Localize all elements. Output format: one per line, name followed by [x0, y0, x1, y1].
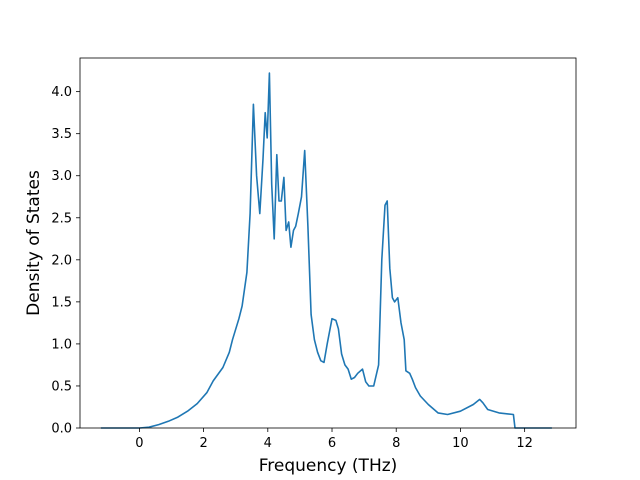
x-axis-label: Frequency (THz) — [259, 456, 398, 476]
y-tick-label: 1.5 — [51, 295, 72, 310]
y-tick-label: 0.0 — [51, 422, 72, 437]
x-tick-label: 0 — [135, 436, 143, 451]
y-axis-label: Density of States — [24, 170, 44, 316]
y-tick-label: 2.0 — [51, 253, 72, 268]
y-tick-label: 1.0 — [51, 337, 72, 352]
y-tick-label: 4.0 — [51, 85, 72, 100]
y-tick-label: 2.5 — [51, 211, 72, 226]
x-tick-label: 12 — [516, 436, 533, 451]
plot-frame — [79, 57, 577, 429]
y-tick-label: 3.0 — [51, 169, 72, 184]
x-tick-label: 8 — [392, 436, 400, 451]
dos-series-line — [100, 72, 552, 429]
y-tick-label: 3.5 — [51, 127, 72, 142]
x-tick-label: 2 — [199, 436, 207, 451]
plot-background — [80, 58, 576, 428]
x-tick-label: 10 — [452, 436, 469, 451]
x-tick-label: 4 — [264, 436, 272, 451]
y-tick-label: 0.5 — [51, 379, 72, 394]
y-axis-ticks: 0.0 0.5 1.0 1.5 2.0 2.5 3.0 3.5 4.0 — [51, 85, 80, 437]
x-axis-ticks: 0 2 4 6 8 10 12 — [135, 428, 533, 451]
x-tick-label: 6 — [328, 436, 336, 451]
